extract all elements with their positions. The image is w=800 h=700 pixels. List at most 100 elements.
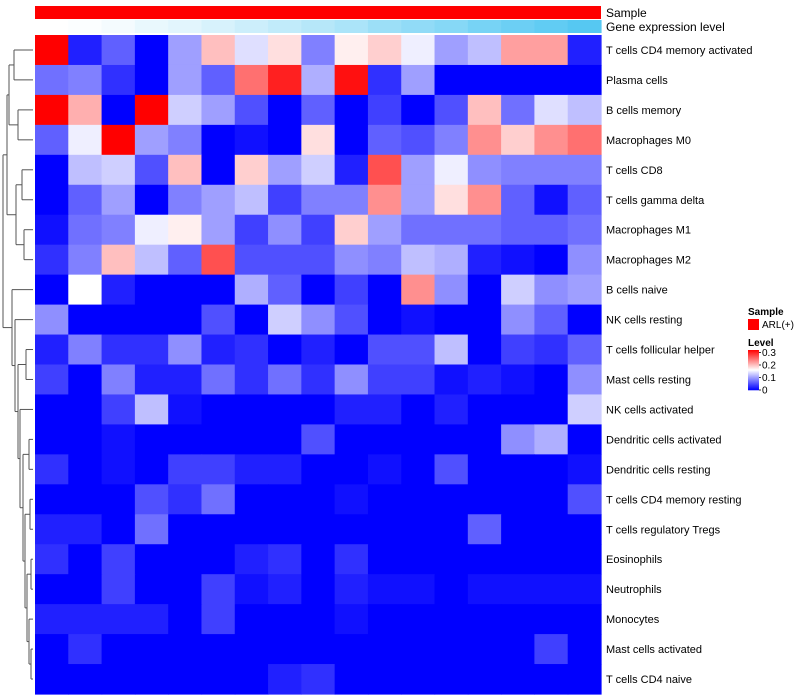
- heatmap-cell: [201, 124, 236, 156]
- heatmap-cell: [567, 664, 602, 695]
- heatmap-cell: [334, 544, 369, 575]
- heatmap-cell: [234, 454, 269, 485]
- heatmap-cell: [201, 64, 236, 96]
- legend-level-ticks: 0.3 0.20.1 0: [759, 348, 776, 397]
- heatmap-cell: [35, 454, 69, 485]
- heatmap-cell: [534, 514, 569, 545]
- row-label: Plasma cells: [606, 75, 668, 87]
- heatmap-cell: [201, 574, 236, 605]
- heatmap-cell: [201, 94, 236, 126]
- heatmap-cell: [501, 634, 536, 665]
- heatmap-cell: [301, 214, 336, 246]
- heatmap-cell: [101, 634, 136, 665]
- heatmap-cell: [134, 124, 169, 156]
- heatmap-cell: [467, 154, 502, 186]
- heatmap-cell: [301, 574, 336, 605]
- heatmap-cell: [101, 544, 136, 575]
- heatmap-cell: [467, 604, 502, 635]
- heatmap-cell: [301, 394, 336, 426]
- heatmap-cell: [101, 124, 136, 156]
- heatmap-cell: [334, 94, 369, 126]
- heatmap-cell: [234, 394, 269, 426]
- heatmap-cell: [134, 604, 169, 635]
- heatmap-cell: [334, 604, 369, 635]
- heatmap-cell: [567, 184, 602, 216]
- heatmap-cell: [334, 184, 369, 216]
- row-label: NK cells resting: [606, 315, 682, 327]
- heatmap-cell: [434, 634, 469, 665]
- heatmap-cell: [534, 604, 569, 635]
- gene-expression-annotation-cell: [501, 20, 536, 33]
- legend-sample-swatch: [748, 319, 759, 330]
- heatmap-cell: [334, 334, 369, 366]
- heatmap-cell: [367, 64, 402, 96]
- heatmap-cell: [334, 664, 369, 695]
- colorbar-step: [748, 383, 759, 385]
- heatmap-cell: [234, 35, 269, 66]
- heatmap-cell: [567, 304, 602, 336]
- colorbar-tick-label: 0: [762, 386, 768, 397]
- heatmap-cell: [234, 514, 269, 545]
- colorbar-step: [748, 366, 759, 368]
- heatmap-cell: [301, 244, 336, 276]
- heatmap-cell: [101, 64, 136, 96]
- heatmap-cell: [168, 154, 203, 186]
- gene-expression-annotation-label: Gene expression level: [606, 20, 725, 34]
- heatmap-cell: [334, 394, 369, 426]
- heatmap-cell: [35, 574, 69, 605]
- row-label: T cells regulatory Tregs: [606, 524, 721, 536]
- heatmap-cell: [268, 214, 302, 246]
- heatmap-cell: [501, 124, 536, 156]
- heatmap-cell: [567, 35, 602, 66]
- heatmap-cell: [401, 424, 436, 455]
- heatmap-cell: [134, 364, 169, 396]
- heatmap-cell: [434, 274, 469, 306]
- heatmap-cell: [168, 424, 203, 455]
- colorbar-step: [748, 362, 759, 364]
- heatmap-cell: [401, 334, 436, 366]
- heatmap-cell: [134, 184, 169, 216]
- heatmap-cell: [334, 124, 369, 156]
- gene-expression-annotation-cell: [134, 20, 169, 33]
- colorbar-step: [748, 374, 759, 376]
- heatmap-cell: [234, 274, 269, 306]
- heatmap-cell: [434, 394, 469, 426]
- heatmap-cell: [434, 604, 469, 635]
- heatmap-cell: [268, 454, 302, 485]
- heatmap-cell: [534, 334, 569, 366]
- heatmap-cell: [467, 484, 502, 515]
- heatmap-cell: [134, 424, 169, 455]
- heatmap-cell: [301, 664, 336, 695]
- heatmap-cell: [301, 184, 336, 216]
- heatmap-cell: [467, 394, 502, 426]
- heatmap-cell: [35, 274, 69, 306]
- heatmap-cell: [434, 35, 469, 66]
- heatmap-cell: [567, 154, 602, 186]
- colorbar-step: [748, 385, 759, 387]
- heatmap-cell: [334, 424, 369, 455]
- heatmap-cell: [134, 514, 169, 545]
- heatmap-cell: [301, 514, 336, 545]
- heatmap-cell: [234, 184, 269, 216]
- heatmap-cell: [101, 364, 136, 396]
- heatmap-cell: [234, 604, 269, 635]
- row-label: T cells CD4 memory resting: [606, 494, 742, 506]
- colorbar-step: [748, 387, 759, 389]
- heatmap-cell: [168, 274, 203, 306]
- heatmap-cell: [301, 94, 336, 126]
- heatmap-cell: [467, 274, 502, 306]
- heatmap-cell: [134, 574, 169, 605]
- heatmap-cell: [101, 454, 136, 485]
- heatmap-cell: [567, 244, 602, 276]
- heatmap-cell: [35, 364, 69, 396]
- heatmap-cell: [234, 214, 269, 246]
- heatmap-cell: [101, 484, 136, 515]
- gene-expression-annotation-cell: [367, 20, 402, 33]
- heatmap-cell: [268, 634, 302, 665]
- heatmap-cell: [268, 364, 302, 396]
- heatmap-cell: [268, 184, 302, 216]
- heatmap-cell: [301, 604, 336, 635]
- colorbar-step: [748, 358, 759, 360]
